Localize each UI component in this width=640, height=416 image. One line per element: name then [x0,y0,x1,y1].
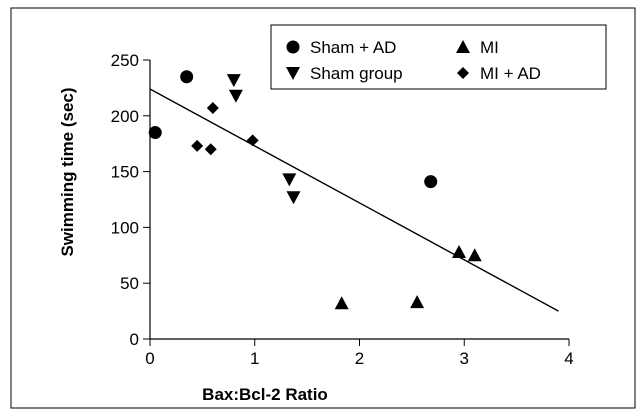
x-axis-title: Bax:Bcl-2 Ratio [202,385,328,404]
x-tick-label: 1 [250,349,259,368]
data-point-triangle-up [410,295,425,309]
y-tick-label: 150 [111,163,139,182]
data-point-diamond [204,143,217,156]
data-point-triangle-up [467,248,482,262]
y-tick-label: 250 [111,51,139,70]
data-point-triangle-down [282,173,297,187]
legend-marker-circle [286,40,300,54]
y-tick-label: 100 [111,218,139,237]
data-point-triangle-down [228,89,243,103]
y-axis-title: Swimming time (sec) [58,87,77,256]
data-point-triangle-down [286,191,301,205]
x-tick-label: 3 [460,349,469,368]
legend-label: MI + AD [480,64,541,83]
data-point-circle [180,70,194,84]
data-point-triangle-up [334,296,349,310]
data-point-diamond [191,139,204,152]
legend-label: MI [480,38,499,57]
data-point-circle [424,175,438,189]
legend-marker-diamond [457,67,469,79]
data-points [148,70,482,310]
legend-label: Sham + AD [310,38,396,57]
data-point-circle [148,126,162,140]
x-tick-label: 0 [145,349,154,368]
legend: Sham + AD MI Sham group MI + AD [270,24,607,90]
y-tick-label: 200 [111,107,139,126]
legend-label: Sham group [310,64,403,83]
trend-line [149,88,559,312]
y-tick-label: 50 [120,274,139,293]
legend-box [270,24,607,90]
data-point-triangle-down [226,74,241,88]
y-tick-label: 0 [130,330,139,349]
data-point-triangle-up [452,244,467,258]
data-point-diamond [206,101,219,114]
x-tick-label: 2 [355,349,364,368]
x-tick-label: 4 [564,349,573,368]
ticks: 0 50 100 150 200 250 0 1 2 3 4 [111,51,574,368]
legend-marker-triangle-up [456,40,470,53]
data-point-diamond [246,134,259,147]
legend-marker-triangle-down [286,67,300,80]
